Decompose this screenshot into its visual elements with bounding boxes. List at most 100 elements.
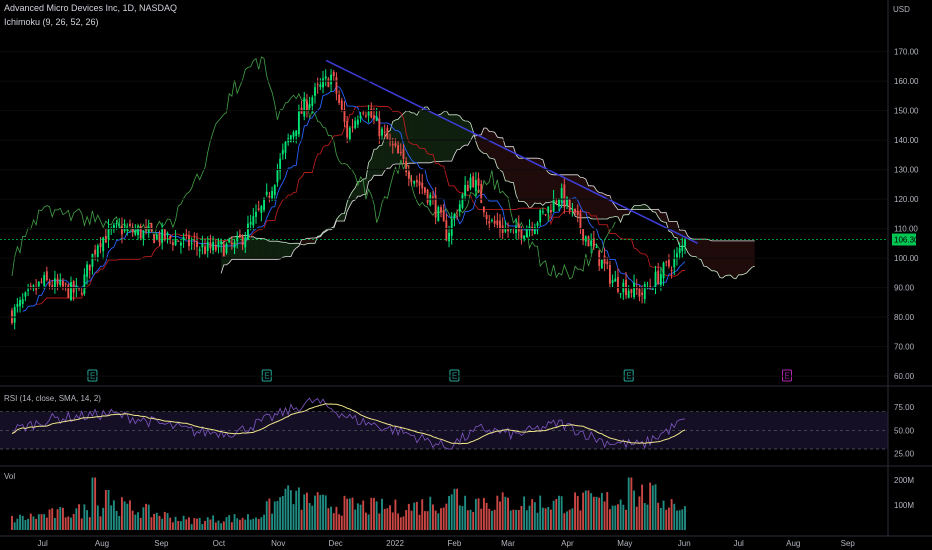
candle-body bbox=[448, 232, 450, 242]
cloud-segment bbox=[709, 239, 712, 271]
volume-bar bbox=[563, 513, 566, 530]
candle-body bbox=[276, 170, 279, 183]
volume-bar bbox=[525, 510, 528, 530]
volume-bar bbox=[442, 507, 445, 530]
candle-body bbox=[19, 300, 21, 307]
candle-body bbox=[566, 197, 568, 206]
cloud-segment bbox=[722, 240, 726, 279]
candle-body bbox=[198, 249, 201, 251]
volume-bar bbox=[520, 505, 523, 530]
volume-bar bbox=[531, 499, 534, 530]
candle-body bbox=[64, 283, 67, 285]
cloud-segment bbox=[475, 135, 479, 149]
volume-bar bbox=[83, 504, 86, 530]
candle-body bbox=[517, 223, 520, 232]
cloud-segment bbox=[687, 235, 691, 256]
candle-body bbox=[169, 236, 172, 239]
cloud-segment bbox=[572, 174, 576, 217]
volume-bar bbox=[356, 503, 359, 530]
candle-body bbox=[445, 220, 448, 241]
candle-body bbox=[515, 226, 518, 234]
candle-body bbox=[681, 245, 684, 251]
cloud-segment bbox=[711, 240, 715, 271]
candle-body bbox=[212, 242, 215, 251]
candle-body bbox=[391, 144, 394, 146]
volume-bar bbox=[499, 501, 501, 530]
rsi-panel[interactable]: RSI (14, close, SMA, 14, 2) bbox=[0, 394, 888, 450]
rsi-label: RSI (14, close, SMA, 14, 2) bbox=[4, 394, 101, 403]
cloud-segment bbox=[309, 238, 313, 244]
candle-body bbox=[373, 115, 375, 120]
cloud-segment bbox=[575, 174, 578, 218]
candle-body bbox=[413, 181, 416, 184]
candle-body bbox=[16, 303, 19, 307]
candle-body bbox=[179, 242, 182, 246]
volume-bar bbox=[45, 517, 48, 530]
volume-bar bbox=[641, 484, 644, 530]
candle-body bbox=[222, 244, 225, 257]
volume-bar bbox=[19, 514, 21, 530]
volume-bar bbox=[322, 494, 324, 530]
candle-body bbox=[378, 118, 381, 136]
cloud-segment bbox=[510, 146, 514, 183]
volume-bar bbox=[480, 508, 483, 530]
candle-body bbox=[129, 223, 131, 226]
candle-body bbox=[579, 212, 582, 230]
cloud-segment bbox=[698, 239, 702, 260]
time-axis-label: Sep bbox=[841, 539, 856, 548]
cloud-segment bbox=[540, 158, 543, 206]
volume-bar bbox=[651, 485, 654, 530]
cloud-segment bbox=[347, 196, 350, 212]
candle-body bbox=[630, 289, 633, 293]
candle-body bbox=[51, 285, 54, 288]
volume-bar bbox=[536, 512, 539, 530]
volume-bar bbox=[405, 510, 408, 530]
volume-bar bbox=[123, 501, 126, 530]
candle-body bbox=[238, 234, 241, 238]
volume-bar bbox=[158, 515, 161, 530]
candle-body bbox=[362, 112, 365, 114]
volume-bar bbox=[662, 500, 665, 530]
volume-bar bbox=[598, 497, 601, 530]
cloud-segment bbox=[432, 113, 436, 162]
volume-bar bbox=[67, 516, 70, 530]
candle-body bbox=[649, 286, 652, 288]
price-tick-label: 60.00 bbox=[894, 372, 915, 381]
candle-body bbox=[182, 237, 185, 241]
candle-body bbox=[118, 224, 121, 226]
cloud-segment bbox=[746, 240, 750, 273]
cloud-segment bbox=[505, 146, 509, 182]
cloud-segment bbox=[714, 240, 718, 273]
rsi-line bbox=[11, 397, 686, 450]
price-tick-label: 100.00 bbox=[894, 254, 919, 263]
volume-bar bbox=[147, 504, 150, 530]
candle-body bbox=[145, 227, 148, 229]
candle-body bbox=[539, 210, 542, 223]
volume-bar bbox=[308, 502, 311, 530]
candle-body bbox=[676, 253, 678, 259]
volume-bar bbox=[450, 494, 453, 530]
candle-body bbox=[271, 190, 274, 200]
cloud-segment bbox=[617, 209, 621, 223]
cloud-segment bbox=[508, 146, 511, 183]
candle-body bbox=[584, 236, 587, 242]
volume-bar bbox=[43, 514, 46, 530]
volume-bar bbox=[214, 522, 217, 530]
volume-bar bbox=[453, 488, 456, 530]
candle-body bbox=[311, 97, 314, 106]
volume-bar bbox=[464, 495, 467, 530]
time-axis-label: Jun bbox=[678, 539, 691, 548]
volume-bar bbox=[252, 518, 255, 530]
volume-bar bbox=[407, 503, 410, 530]
cloud-segment bbox=[422, 107, 425, 163]
volume-panel[interactable]: Vol bbox=[4, 472, 686, 530]
volume-bar bbox=[27, 518, 30, 530]
volume-bar bbox=[477, 498, 480, 530]
candle-body bbox=[247, 223, 249, 240]
volume-bar bbox=[676, 510, 678, 530]
candle-body bbox=[13, 307, 16, 323]
volume-bar bbox=[488, 508, 491, 530]
cloud-segment bbox=[261, 238, 265, 260]
